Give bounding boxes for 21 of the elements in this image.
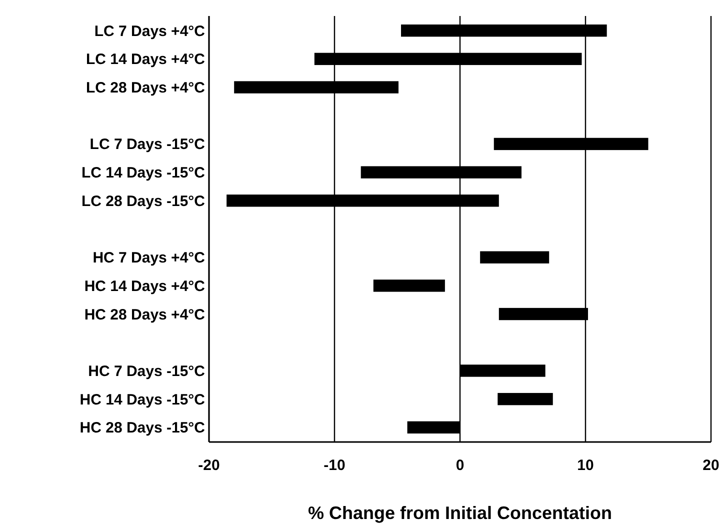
y-tick-label: LC 28 Days +4°C — [86, 80, 206, 97]
bar — [373, 280, 445, 292]
x-tick-label: -10 — [324, 457, 346, 474]
y-tick-label: LC 14 Days +4°C — [86, 51, 206, 68]
x-tick-label: 0 — [456, 457, 464, 474]
y-tick-label: HC 7 Days -15°C — [88, 362, 206, 380]
bar — [498, 392, 553, 406]
x-tick-label: 20 — [702, 457, 720, 474]
bar — [480, 251, 550, 264]
x-tick-label: -20 — [198, 457, 220, 474]
x-axis-title: % Change from Initial Concentation — [308, 503, 612, 523]
y-tick-label: LC 7 Days -15°C — [90, 136, 206, 154]
y-tick-label: LC 28 Days -15°C — [81, 192, 206, 210]
y-tick-label: HC 28 Days +4°C — [84, 306, 206, 324]
y-tick-label: HC 28 Days -15°C — [80, 420, 206, 437]
y-tick-label: HC 7 Days +4°C — [92, 250, 206, 267]
y-tick-label: LC 7 Days +4°C — [94, 22, 206, 40]
y-tick-label: LC 14 Days -15°C — [81, 164, 206, 182]
y-tick-label: HC 14 Days -15°C — [80, 391, 206, 408]
y-tick-label: HC 14 Days +4°C — [84, 278, 206, 295]
x-tick-label: 10 — [577, 457, 594, 474]
